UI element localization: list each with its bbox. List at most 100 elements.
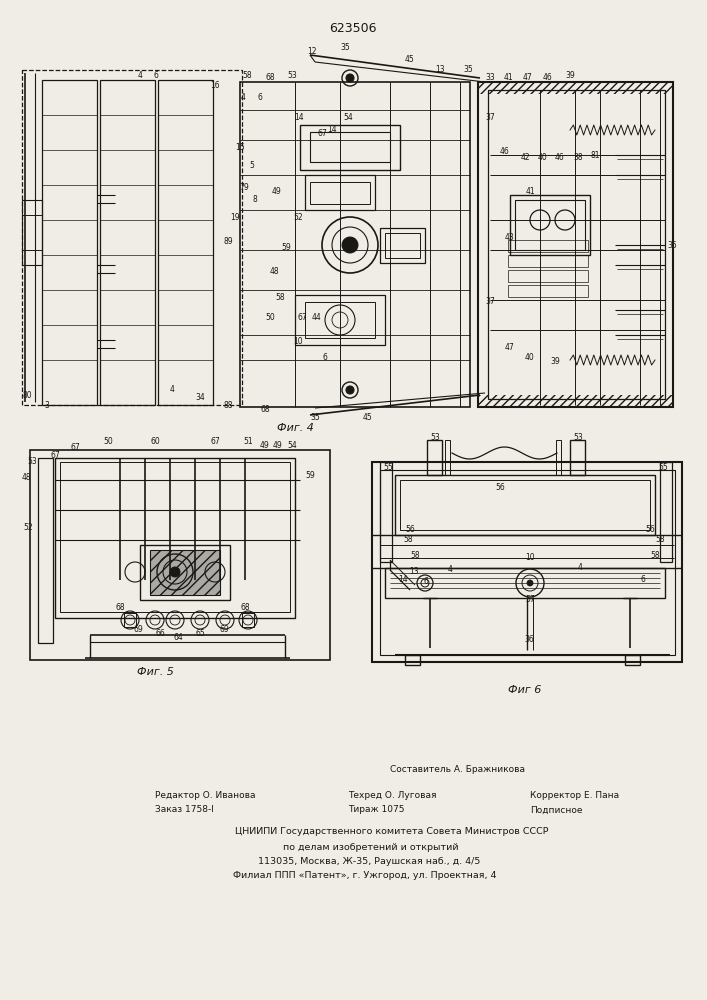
Bar [60, 462, 290, 612]
Text: 46: 46 [555, 153, 565, 162]
Text: 13: 13 [409, 568, 419, 576]
Text: 5: 5 [250, 160, 255, 169]
Text: 58: 58 [243, 70, 252, 80]
Text: 60: 60 [150, 438, 160, 446]
Text: 67: 67 [297, 314, 307, 322]
Bar [310, 132, 390, 162]
Bar [488, 90, 665, 399]
Text: 10: 10 [293, 338, 303, 347]
Text: по делам изобретений и открытий: по делам изобретений и открытий [283, 842, 459, 852]
Text: Подписное: Подписное [530, 806, 583, 814]
Text: 88: 88 [223, 400, 233, 410]
Bar [478, 395, 673, 407]
Text: Тираж 1075: Тираж 1075 [348, 806, 404, 814]
Bar [478, 82, 673, 407]
Text: 13: 13 [436, 66, 445, 75]
Bar [508, 255, 588, 267]
Bar [508, 285, 588, 297]
Text: 33: 33 [485, 74, 495, 83]
Text: 14: 14 [294, 113, 304, 122]
Bar [300, 125, 400, 170]
Text: 56: 56 [405, 526, 415, 534]
Text: Фиг. 5: Фиг. 5 [136, 667, 173, 677]
Bar [150, 550, 220, 595]
Text: 6: 6 [322, 354, 327, 362]
Circle shape [346, 386, 354, 394]
Text: 58: 58 [275, 294, 285, 302]
Bar [380, 470, 675, 655]
Bar [400, 480, 650, 530]
Bar [38, 458, 53, 643]
Text: 34: 34 [195, 393, 205, 402]
Text: 43: 43 [505, 233, 515, 242]
Text: 36: 36 [524, 636, 534, 645]
Text: 47: 47 [505, 344, 515, 353]
Text: 14: 14 [398, 576, 408, 584]
Text: 12: 12 [308, 46, 317, 55]
Text: 57: 57 [525, 595, 535, 604]
Text: 53: 53 [430, 432, 440, 442]
Text: 66: 66 [155, 629, 165, 638]
Circle shape [527, 580, 533, 586]
Bar [100, 80, 155, 405]
Bar [30, 450, 330, 660]
Text: Заказ 1758-І: Заказ 1758-І [155, 806, 214, 814]
Text: 52: 52 [23, 524, 33, 532]
Text: 69: 69 [219, 626, 229, 635]
Text: Техред О. Луговая: Техред О. Луговая [348, 790, 436, 800]
Bar [22, 70, 242, 405]
Text: 35: 35 [310, 414, 320, 422]
Text: 4: 4 [448, 566, 452, 574]
Text: 64: 64 [173, 634, 183, 643]
Text: 6: 6 [423, 578, 428, 586]
Text: Редактор О. Иванова: Редактор О. Иванова [155, 790, 255, 800]
Text: 53: 53 [27, 458, 37, 466]
Text: 49: 49 [272, 188, 282, 196]
Text: 6: 6 [257, 93, 262, 102]
Bar [124, 613, 136, 627]
Bar [405, 655, 420, 665]
Text: 53: 53 [287, 70, 297, 80]
Text: 58: 58 [655, 536, 665, 544]
Text: 68: 68 [115, 603, 125, 612]
Text: 55: 55 [383, 464, 393, 473]
Bar [22, 200, 42, 265]
Text: 80: 80 [22, 390, 32, 399]
Text: 35: 35 [667, 240, 677, 249]
Bar [242, 613, 254, 627]
Bar [372, 462, 682, 662]
Text: 37: 37 [485, 113, 495, 122]
Bar [625, 655, 640, 665]
Text: 69: 69 [133, 626, 143, 635]
Bar [380, 462, 392, 562]
Text: Филиал ППП «Патент», г. Ужгород, ул. Проектная, 4: Филиал ППП «Патент», г. Ужгород, ул. Про… [233, 870, 496, 880]
Bar [427, 440, 442, 475]
Text: 4: 4 [240, 93, 245, 102]
Text: 45: 45 [405, 55, 415, 64]
Text: 46: 46 [543, 74, 553, 83]
Text: 68: 68 [260, 406, 270, 414]
Text: 39: 39 [550, 358, 560, 366]
Text: 68: 68 [240, 603, 250, 612]
Text: 8: 8 [252, 196, 257, 205]
Text: 49: 49 [273, 440, 283, 450]
Bar [140, 545, 230, 600]
Bar [660, 462, 672, 562]
Bar [385, 233, 420, 258]
Bar [305, 302, 375, 338]
Text: 67: 67 [317, 128, 327, 137]
Bar [55, 458, 295, 618]
Bar [305, 175, 375, 210]
Text: 48: 48 [21, 474, 31, 483]
Text: 38: 38 [573, 153, 583, 162]
Text: 59: 59 [281, 243, 291, 252]
Text: 54: 54 [287, 440, 297, 450]
Text: 59: 59 [305, 471, 315, 480]
Text: 6: 6 [641, 576, 645, 584]
Text: 58: 58 [403, 536, 413, 544]
Text: 49: 49 [260, 440, 270, 450]
Bar [385, 568, 665, 598]
Text: 41: 41 [503, 74, 513, 83]
Text: 44: 44 [312, 314, 322, 322]
Bar [395, 475, 655, 535]
